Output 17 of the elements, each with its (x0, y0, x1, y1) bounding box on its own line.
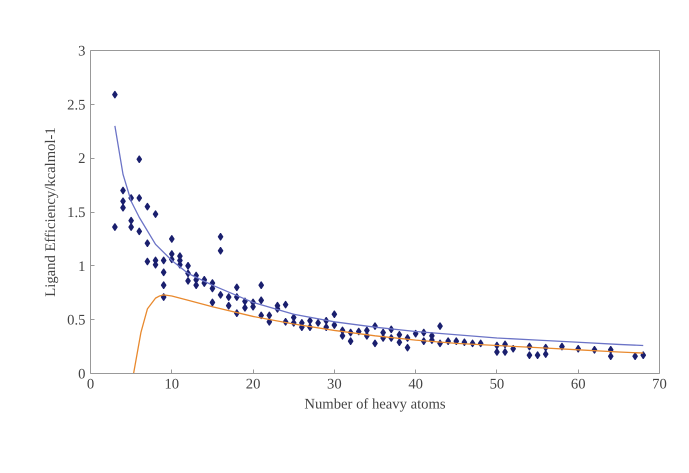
x-tick-label: 60 (570, 376, 586, 392)
line-series (114, 125, 644, 346)
x-tick-label: 30 (327, 376, 342, 392)
y-tick-label: 3 (78, 44, 86, 60)
x-tick-label: 20 (246, 376, 260, 392)
y-tick-label: 2.5 (67, 97, 86, 114)
x-tick-label: 40 (408, 376, 423, 392)
x-axis-title: Number of heavy atoms (304, 396, 446, 412)
x-tick-label: 50 (490, 376, 504, 392)
x-tick-label: 10 (164, 376, 180, 392)
y-tick-label: 1 (78, 258, 86, 275)
x-tick-label: 70 (652, 376, 667, 392)
y-axis-title: Ligand Efficiency/kcalmol-1 (43, 127, 60, 297)
y-tick-label: 2 (78, 151, 86, 168)
y-tick-label: 0.5 (67, 312, 86, 329)
y-tick-label: 1.5 (67, 205, 86, 221)
y-tick-label: 0 (78, 366, 86, 382)
